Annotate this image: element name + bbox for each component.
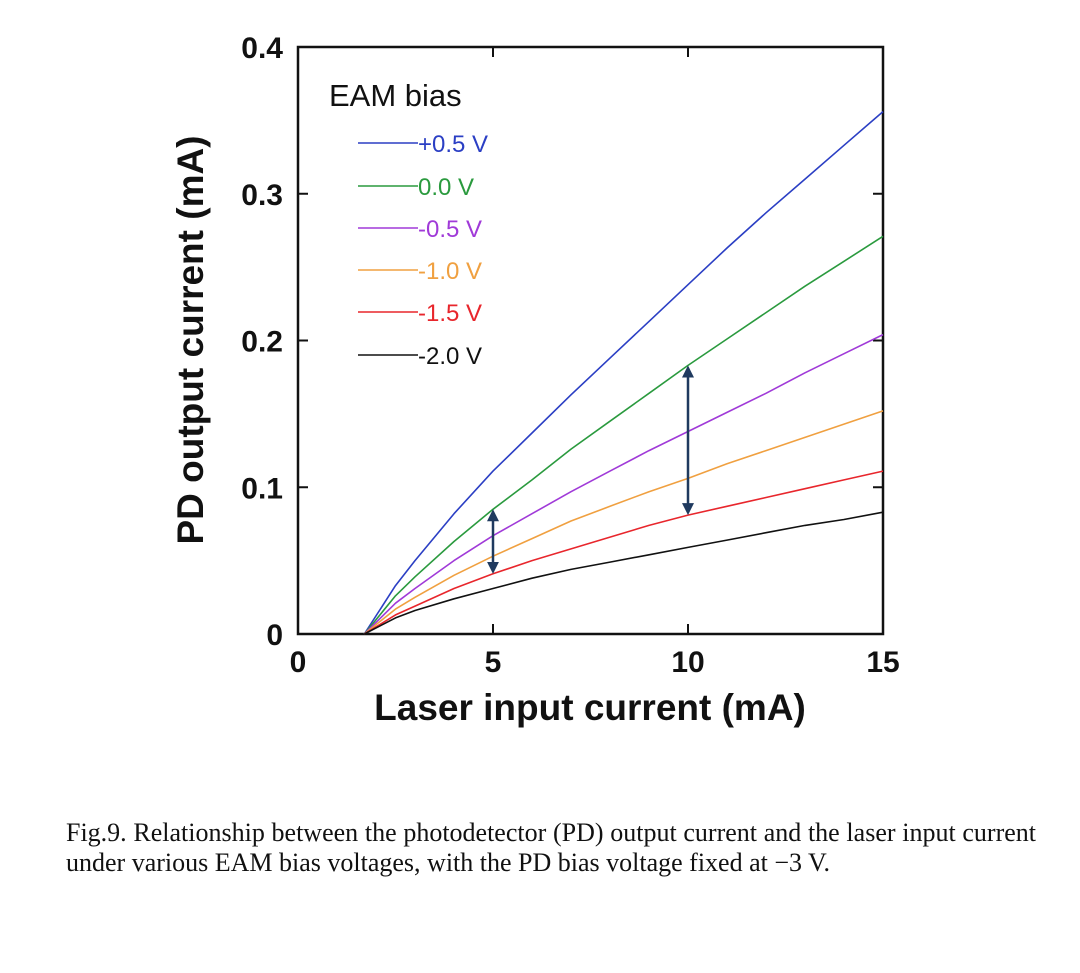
x-tick-label: 5 xyxy=(485,646,502,679)
y-tick-label: 0.1 xyxy=(241,472,283,505)
y-tick-label: 0.3 xyxy=(241,179,283,212)
legend-entry-label: -0.5 V xyxy=(418,216,482,243)
series-line xyxy=(363,110,884,635)
legend-entry-label: -1.0 V xyxy=(418,258,482,285)
x-tick-label: 10 xyxy=(671,646,704,679)
series-line xyxy=(363,410,884,635)
x-tick-label: 0 xyxy=(290,646,307,679)
x-tick-label: 15 xyxy=(866,646,899,679)
series-lines xyxy=(363,110,884,635)
axis-ticks: 0 5 10 15 0 0.1 0.2 0.3 0.4 xyxy=(241,32,899,679)
figure-caption: Fig.9. Relationship between the photodet… xyxy=(66,818,1036,877)
plot-frame xyxy=(296,45,885,636)
y-tick-label: 0 xyxy=(266,619,283,652)
x-axis-title: Laser input current (mA) xyxy=(374,687,806,728)
legend-entry-label: -1.5 V xyxy=(418,300,482,327)
legend-title: EAM bias xyxy=(329,78,462,113)
annotations xyxy=(487,365,694,574)
y-axis-title: PD output current (mA) xyxy=(170,135,211,544)
series-line xyxy=(363,333,884,635)
chart-svg: 0 5 10 15 0 0.1 0.2 0.3 0.4 EAM bias +0.5 V 0.0 V… xyxy=(170,32,900,728)
legend-entry-label: +0.5 V xyxy=(418,131,488,158)
series-line xyxy=(363,511,884,635)
chart-figure: 0 5 10 15 0 0.1 0.2 0.3 0.4 EAM bias +0.5 V 0.0 V… xyxy=(170,32,900,728)
legend: EAM bias +0.5 V 0.0 V -0.5 V -1.0 V -1.5 V -2… xyxy=(329,78,488,370)
legend-entry-label: -2.0 V xyxy=(418,343,482,370)
y-tick-label: 0.4 xyxy=(241,32,283,65)
legend-entry-label: 0.0 V xyxy=(418,174,474,201)
series-line xyxy=(363,470,884,635)
series-line xyxy=(363,235,884,635)
y-tick-label: 0.2 xyxy=(241,326,283,359)
